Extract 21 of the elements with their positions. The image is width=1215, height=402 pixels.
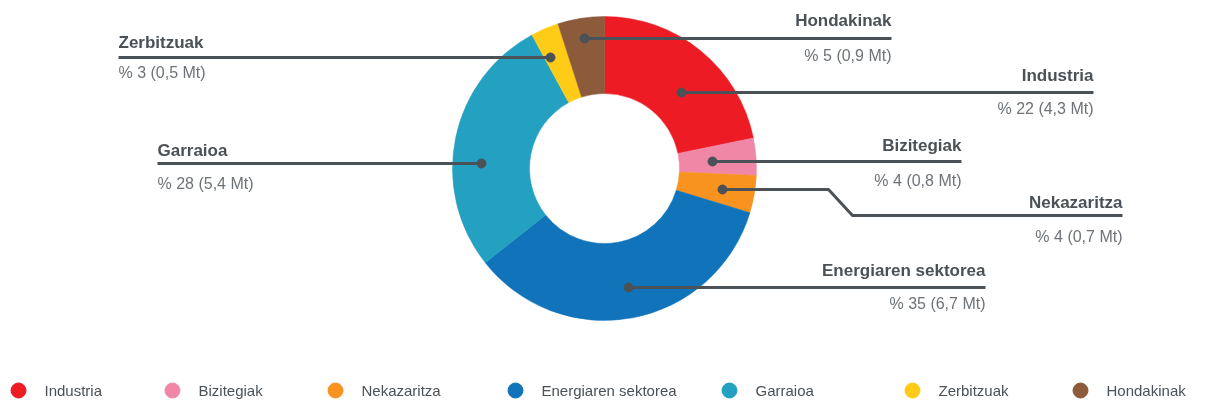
slice-label: Hondakinak xyxy=(795,11,893,30)
legend-label: Zerbitzuak xyxy=(938,382,1010,399)
legend-label: Nekazaritza xyxy=(361,382,442,399)
legend-label: Garraioa xyxy=(755,382,815,399)
slice-label: Energiaren sektorea xyxy=(822,261,987,280)
legend-label: Bizitegiak xyxy=(198,382,264,399)
slice-label: Industria xyxy=(1021,66,1095,85)
data-label: % 4 (0,7 Mt) xyxy=(1035,228,1123,245)
data-label: % 28 (5,4 Mt) xyxy=(157,175,254,192)
legend-label: Energiaren sektorea xyxy=(541,382,678,399)
slice-label: Garraioa xyxy=(157,141,228,160)
data-label: % 3 (0,5 Mt) xyxy=(118,64,206,81)
legend-label: Hondakinak xyxy=(1106,382,1187,399)
data-label: % 22 (4,3 Mt) xyxy=(997,100,1094,117)
data-label: % 4 (0,8 Mt) xyxy=(874,172,962,189)
legend-label: Industria xyxy=(44,382,103,399)
slice-label: Zerbitzuak xyxy=(118,33,205,52)
data-label: % 35 (6,7 Mt) xyxy=(889,295,986,312)
slice-label: Bizitegiak xyxy=(882,136,963,155)
slice-label: Nekazaritza xyxy=(1028,193,1124,212)
data-label: % 5 (0,9 Mt) xyxy=(804,47,892,64)
